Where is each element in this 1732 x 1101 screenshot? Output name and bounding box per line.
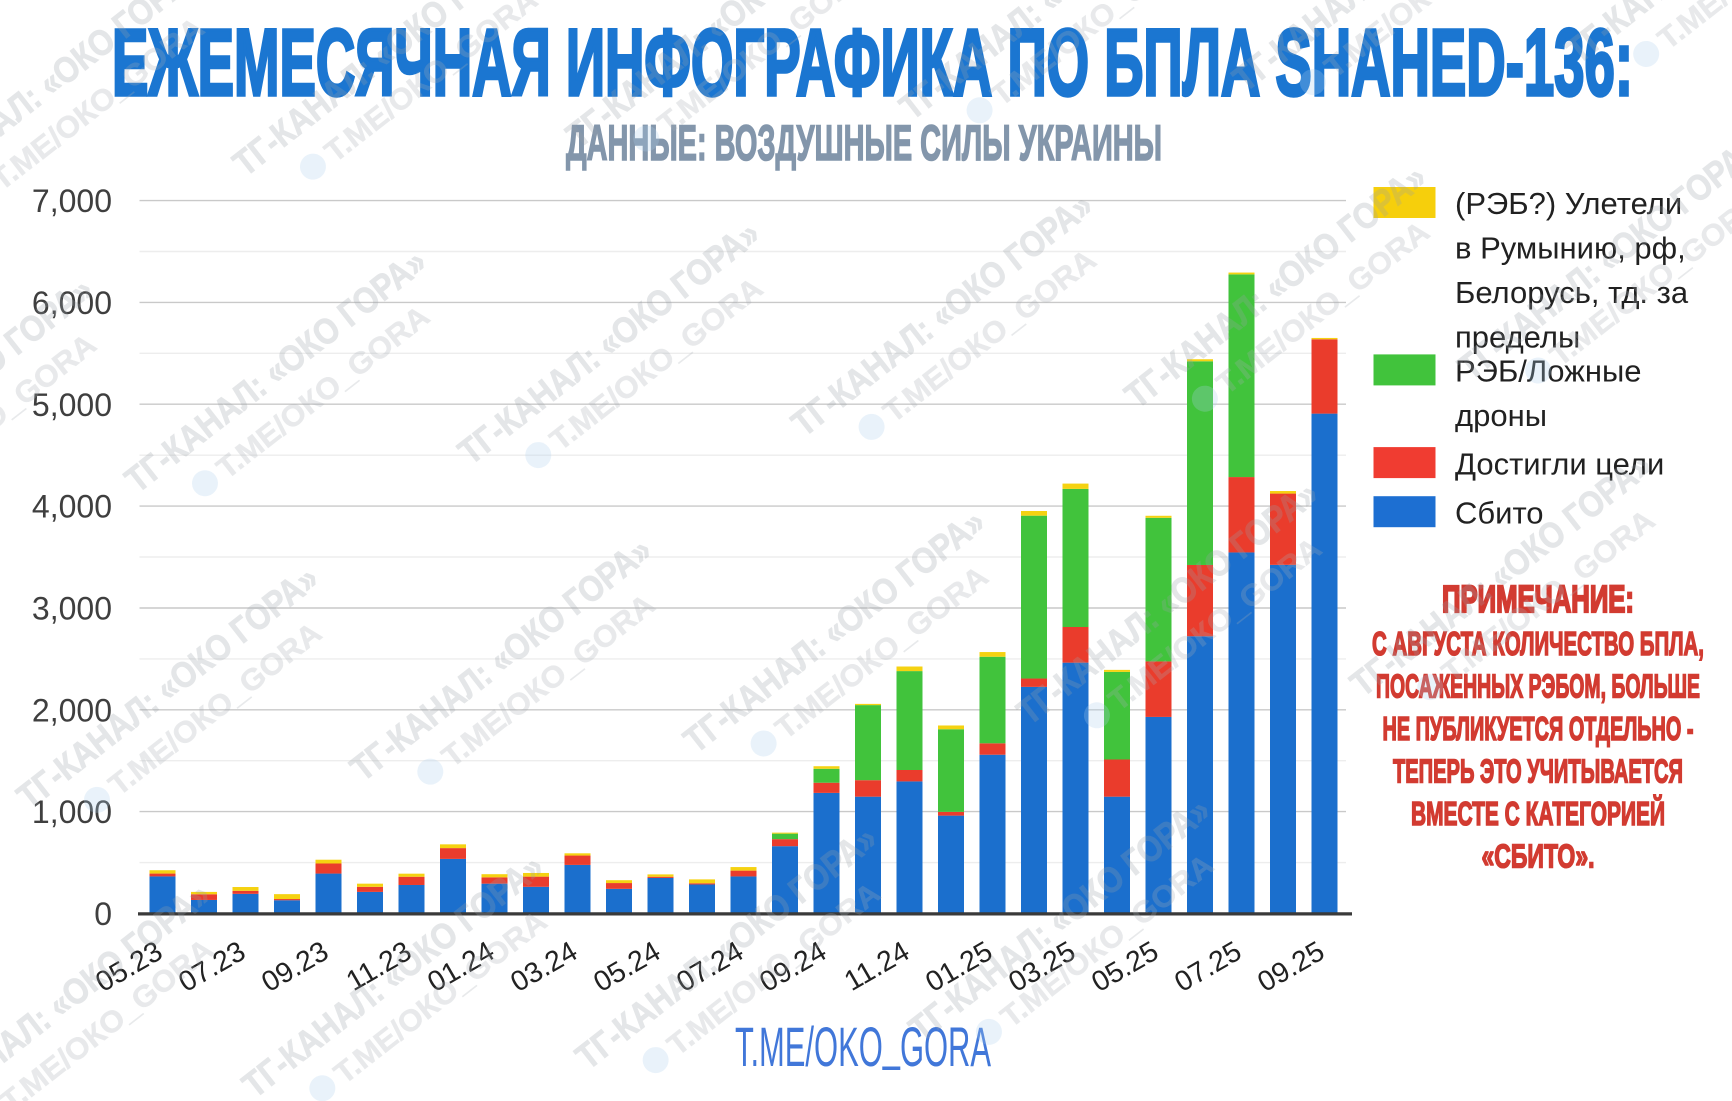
svg-text:ПОСАЖЕННЫХ РЭБОМ, БОЛЬШЕ: ПОСАЖЕННЫХ РЭБОМ, БОЛЬШЕ [1376,669,1700,706]
svg-text:1,000: 1,000 [32,794,112,830]
svg-text:С АВГУСТА КОЛИЧЕСТВО БПЛА,: С АВГУСТА КОЛИЧЕСТВО БПЛА, [1372,626,1704,663]
svg-text:пределы: пределы [1455,320,1580,355]
svg-text:ТГ-КАНАЛ: «ОКО ГОРА»: ТГ-КАНАЛ: «ОКО ГОРА» [117,240,434,500]
svg-text:09.23: 09.23 [256,935,334,998]
svg-text:ТГ-КАНАЛ: «ОКО ГОРА»: ТГ-КАНАЛ: «ОКО ГОРА» [1342,444,1659,704]
svg-text:ТЕПЕРЬ ЭТО УЧИТЫВАЕТСЯ: ТЕПЕРЬ ЭТО УЧИТЫВАЕТСЯ [1393,754,1683,791]
svg-text:дроны: дроны [1455,398,1547,433]
svg-text:ТГ-КАНАЛ: «ОКО ГОРА»: ТГ-КАНАЛ: «ОКО ГОРА» [784,184,1101,444]
svg-text:3,000: 3,000 [32,591,112,627]
svg-text:ДАННЫЕ: ВОЗДУШНЫЕ СИЛЫ УКРАИНЫ: ДАННЫЕ: ВОЗДУШНЫЕ СИЛЫ УКРАИНЫ [566,115,1162,171]
svg-text:07.25: 07.25 [1169,935,1247,998]
svg-text:ПРИМЕЧАНИЕ:: ПРИМЕЧАНИЕ: [1442,579,1634,621]
svg-text:2,000: 2,000 [32,692,112,728]
svg-text:T.ME/OKO_GORA: T.ME/OKO_GORA [735,1008,991,1078]
svg-text:в Румынию, рф,: в Румынию, рф, [1455,231,1686,266]
svg-text:11.24: 11.24 [839,935,915,997]
svg-text:Достигли цели: Достигли цели [1455,447,1664,482]
svg-text:РЭБ/Ложные: РЭБ/Ложные [1455,354,1642,389]
svg-text:7,000: 7,000 [32,183,112,219]
svg-text:Т.МЕ/ОКО_GORA: Т.МЕ/ОКО_GORA [1652,0,1732,56]
svg-text:09.25: 09.25 [1252,935,1330,998]
svg-text:ВМЕСТЕ С КАТЕГОРИЕЙ: ВМЕСТЕ С КАТЕГОРИЕЙ [1411,794,1665,833]
svg-text:ЕЖЕМЕСЯЧНАЯ ИНФОГРАФИКА ПО БПЛ: ЕЖЕМЕСЯЧНАЯ ИНФОГРАФИКА ПО БПЛА SHAHED-1… [112,10,1633,116]
svg-text:ТГ-КАНАЛ: «ОКО ГОРА»: ТГ-КАНАЛ: «ОКО ГОРА» [676,501,993,761]
svg-text:4,000: 4,000 [32,489,112,525]
svg-text:«СБИТО».: «СБИТО». [1482,839,1595,876]
svg-text:Сбито: Сбито [1455,496,1544,531]
svg-text:Белорусь, тд. за: Белорусь, тд. за [1455,275,1689,310]
svg-text:5,000: 5,000 [32,387,112,423]
svg-text:НЕ ПУБЛИКУЕТСЯ ОТДЕЛЬНО -: НЕ ПУБЛИКУЕТСЯ ОТДЕЛЬНО - [1383,711,1694,748]
svg-text:0: 0 [94,896,112,932]
svg-text:(РЭБ?) Улетели: (РЭБ?) Улетели [1455,186,1682,221]
svg-text:6,000: 6,000 [32,285,112,321]
